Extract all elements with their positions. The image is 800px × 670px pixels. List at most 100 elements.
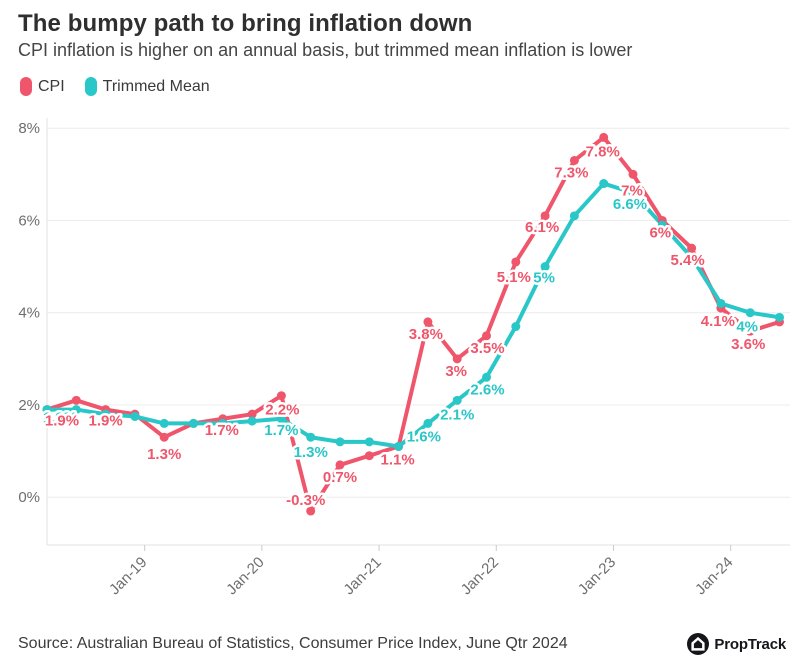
data-point bbox=[452, 354, 462, 364]
y-axis-label: 8% bbox=[18, 120, 40, 137]
source-text: Source: Australian Bureau of Statistics,… bbox=[18, 635, 568, 652]
data-point bbox=[687, 243, 697, 253]
proptrack-logo-icon bbox=[687, 633, 710, 655]
y-axis-label: 4% bbox=[18, 305, 40, 322]
data-point bbox=[335, 460, 345, 470]
data-point bbox=[599, 132, 609, 142]
trimmed-mean-swatch-icon bbox=[84, 77, 97, 96]
page-subtitle: CPI inflation is higher on an annual bas… bbox=[18, 40, 633, 60]
data-point bbox=[71, 395, 81, 405]
data-point bbox=[247, 409, 257, 419]
data-point-label: 5% bbox=[533, 270, 555, 287]
data-point-label: 3.6% bbox=[731, 336, 765, 353]
data-point bbox=[423, 317, 433, 327]
data-point bbox=[364, 437, 374, 447]
data-point-label: 7% bbox=[621, 182, 643, 199]
data-point-label: 3.8% bbox=[409, 326, 443, 343]
data-point bbox=[569, 155, 579, 165]
data-point bbox=[218, 418, 228, 428]
data-point-label: 6.6% bbox=[613, 196, 647, 213]
series-line-cpi bbox=[45, 135, 782, 514]
data-point bbox=[247, 416, 257, 426]
legend-label-cpi: CPI bbox=[38, 77, 65, 95]
data-point bbox=[657, 220, 667, 230]
legend-label-trimmed-mean: Trimmed Mean bbox=[102, 77, 210, 95]
data-point bbox=[276, 391, 286, 401]
data-point bbox=[540, 262, 550, 272]
data-point-label: 1.9% bbox=[45, 413, 79, 430]
data-point-label: 1.3% bbox=[294, 444, 328, 461]
data-point bbox=[276, 414, 286, 424]
chart-legend: CPI Trimmed Mean bbox=[20, 77, 210, 96]
brand-lockup: PropTrack bbox=[687, 633, 786, 655]
data-point-label: 1.9% bbox=[88, 413, 122, 430]
data-point-label: 5.1% bbox=[497, 269, 531, 286]
chart-footer: Source: Australian Bureau of Statistics,… bbox=[18, 630, 786, 658]
series-line-trimmed-mean bbox=[45, 181, 782, 449]
x-axis-label: Jan-22 bbox=[458, 554, 502, 598]
data-point-label: 1.7% bbox=[205, 422, 239, 439]
data-point-label: 6% bbox=[649, 224, 671, 241]
data-point bbox=[628, 169, 638, 179]
legend-item-cpi: CPI bbox=[20, 77, 65, 96]
data-point bbox=[628, 188, 638, 198]
data-point bbox=[423, 418, 433, 428]
x-axis-label: Jan-23 bbox=[575, 554, 619, 598]
data-point-label: 1.9% bbox=[43, 410, 77, 427]
data-point bbox=[306, 506, 316, 516]
x-axis-label: Jan-20 bbox=[223, 554, 267, 598]
data-point bbox=[687, 252, 697, 262]
data-point-label: 2.1% bbox=[440, 406, 474, 423]
data-point-label: 1.6% bbox=[407, 428, 441, 445]
data-point bbox=[599, 179, 609, 189]
data-point bbox=[569, 211, 579, 221]
data-point bbox=[482, 372, 492, 382]
data-point-label: -0.3% bbox=[286, 492, 325, 509]
data-point bbox=[71, 405, 81, 415]
data-point-label: 7.8% bbox=[586, 143, 620, 160]
data-point-label: 6.1% bbox=[525, 219, 559, 236]
data-point bbox=[335, 437, 345, 447]
data-point-label: 4.1% bbox=[701, 313, 735, 330]
data-point bbox=[364, 451, 374, 461]
data-point-label: 1.1% bbox=[380, 451, 414, 468]
data-point-label: 1.7% bbox=[264, 422, 298, 439]
data-point-label: 5.4% bbox=[671, 252, 705, 269]
data-point bbox=[394, 441, 404, 451]
data-point bbox=[775, 312, 785, 322]
data-point bbox=[540, 211, 550, 221]
data-point bbox=[306, 432, 316, 442]
data-point bbox=[716, 298, 726, 308]
x-axis-label: Jan-21 bbox=[340, 554, 384, 598]
brand-name: PropTrack bbox=[714, 635, 786, 653]
data-point-label: 2.2% bbox=[265, 402, 299, 419]
data-point-label: 1.3% bbox=[147, 446, 181, 463]
data-point bbox=[42, 405, 52, 415]
data-point bbox=[511, 322, 521, 332]
data-point bbox=[101, 409, 111, 419]
x-axis-label: Jan-24 bbox=[692, 554, 736, 598]
x-axis-label: Jan-19 bbox=[106, 554, 150, 598]
data-point bbox=[511, 257, 521, 267]
y-axis-label: 0% bbox=[18, 489, 40, 506]
data-point bbox=[482, 331, 492, 341]
data-point-label: 3% bbox=[445, 363, 467, 380]
y-axis-label: 2% bbox=[18, 397, 40, 414]
data-point-label: 7.3% bbox=[554, 164, 588, 181]
data-point-label: 2.6% bbox=[470, 381, 504, 398]
data-point bbox=[159, 432, 169, 442]
data-point-label: 3.5% bbox=[470, 340, 504, 357]
data-point bbox=[745, 308, 755, 318]
data-point-label: 4% bbox=[736, 319, 758, 336]
data-point bbox=[130, 411, 140, 421]
data-point bbox=[745, 326, 755, 336]
data-point-label: 0.7% bbox=[323, 469, 357, 486]
data-point bbox=[452, 395, 462, 405]
data-point bbox=[159, 418, 169, 428]
legend-item-trimmed-mean: Trimmed Mean bbox=[84, 77, 210, 96]
data-point bbox=[189, 418, 199, 428]
cpi-swatch-icon bbox=[20, 77, 32, 96]
page-title: The bumpy path to bring inflation down bbox=[18, 10, 473, 37]
